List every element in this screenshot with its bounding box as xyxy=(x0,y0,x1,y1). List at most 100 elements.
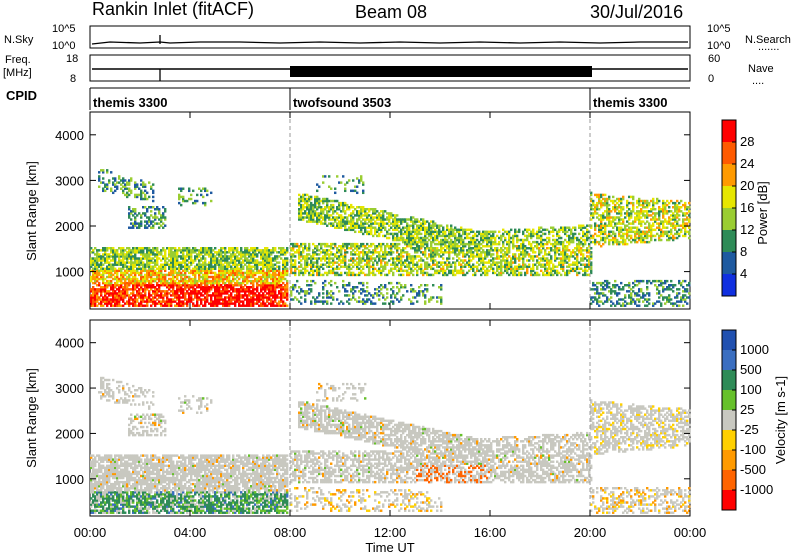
freq-alternating-band xyxy=(290,66,592,77)
heatmap-cell xyxy=(388,272,390,274)
heatmap-cell xyxy=(338,268,340,270)
heatmap-cell xyxy=(468,261,470,263)
heatmap-cell xyxy=(310,300,312,302)
heatmap-cell xyxy=(506,257,508,259)
heatmap-cell xyxy=(118,300,120,302)
heatmap-cell xyxy=(402,294,404,296)
heatmap-cell xyxy=(110,171,112,173)
heatmap-cell xyxy=(326,300,328,302)
heatmap-cell xyxy=(262,268,264,270)
heatmap-cell xyxy=(304,243,306,245)
heatmap-cell xyxy=(306,280,308,282)
heatmap-cell xyxy=(354,298,356,300)
freq-label-2: [MHz] xyxy=(3,67,32,79)
heatmap-cell xyxy=(380,288,382,290)
heatmap-cell xyxy=(330,284,332,286)
heatmap-cell xyxy=(192,190,194,192)
heatmap-cell xyxy=(452,257,454,259)
heatmap-cell xyxy=(368,261,370,263)
heatmap-cell xyxy=(200,190,202,192)
heatmap-cell xyxy=(534,251,536,253)
heatmap-cell xyxy=(386,296,388,298)
heatmap-cell xyxy=(406,251,408,253)
heatmap-cell xyxy=(410,284,412,286)
heatmap-cell xyxy=(532,268,534,270)
heatmap-cell xyxy=(384,284,386,286)
heatmap-cell xyxy=(414,257,416,259)
heatmap-cell xyxy=(532,229,534,231)
heatmap-cell xyxy=(484,257,486,259)
heatmap-cell xyxy=(110,280,112,282)
heatmap-cell xyxy=(332,204,334,206)
heatmap-cell xyxy=(204,261,206,263)
heatmap-cell xyxy=(332,206,334,208)
heatmap-cell xyxy=(484,266,486,268)
heatmap-cell xyxy=(374,208,376,210)
heatmap-cell xyxy=(234,305,236,307)
heatmap-cell xyxy=(198,188,200,190)
heatmap-cell xyxy=(408,264,410,266)
heatmap-cell xyxy=(510,264,512,266)
heatmap-cell xyxy=(98,282,100,284)
heatmap-cell xyxy=(382,243,384,245)
heatmap-cell xyxy=(444,261,446,263)
heatmap-cell xyxy=(116,272,118,274)
heatmap-cell xyxy=(158,208,160,210)
heatmap-cell xyxy=(526,251,528,253)
heatmap-cell xyxy=(412,261,414,263)
heatmap-cell xyxy=(400,296,402,298)
heatmap-cell xyxy=(548,264,550,266)
heatmap-cell xyxy=(296,298,298,300)
heatmap-cell xyxy=(432,296,434,298)
heatmap-cell xyxy=(436,300,438,302)
heatmap-cell xyxy=(432,284,434,286)
heatmap-cell xyxy=(96,305,98,307)
heatmap-cell xyxy=(488,261,490,263)
heatmap-cell xyxy=(256,288,258,290)
freq-panel: Freq. [MHz] Nave .... 18 8 60 0 xyxy=(3,53,774,87)
heatmap-cell xyxy=(504,237,506,239)
heatmap-cell xyxy=(182,196,184,198)
heatmap-cell xyxy=(442,227,444,229)
heatmap-cell xyxy=(270,261,272,263)
heatmap-cell xyxy=(502,233,504,235)
heatmap-cell xyxy=(372,243,374,245)
heatmap-cell xyxy=(184,272,186,274)
heatmap-cell xyxy=(362,282,364,284)
heatmap-cell xyxy=(276,257,278,259)
heatmap-cell xyxy=(224,247,226,249)
heatmap-cell xyxy=(544,233,546,235)
heatmap-cell xyxy=(492,233,494,235)
heatmap-cell xyxy=(198,305,200,307)
heatmap-cell xyxy=(380,261,382,263)
heatmap-cell xyxy=(458,261,460,263)
heatmap-cell xyxy=(344,210,346,212)
heatmap-cell xyxy=(540,270,542,272)
heatmap-cell xyxy=(298,286,300,288)
heatmap-cell xyxy=(424,249,426,251)
heatmap-cell xyxy=(128,188,130,190)
heatmap-cell xyxy=(352,210,354,212)
heatmap-cell xyxy=(330,290,332,292)
heatmap-cell xyxy=(372,261,374,263)
heatmap-cell xyxy=(240,247,242,249)
heatmap-cell xyxy=(166,261,168,263)
heatmap-cell xyxy=(368,210,370,212)
heatmap-cell xyxy=(122,247,124,249)
heatmap-cell xyxy=(520,272,522,274)
heatmap-cell xyxy=(542,245,544,247)
heatmap-cell xyxy=(304,210,306,212)
heatmap-cell xyxy=(236,247,238,249)
heatmap-cell xyxy=(402,274,404,276)
heatmap-cell xyxy=(164,276,166,278)
heatmap-cell xyxy=(516,241,518,243)
heatmap-cell xyxy=(284,253,286,255)
heatmap-cell xyxy=(454,227,456,229)
heatmap-cell xyxy=(458,253,460,255)
heatmap-cell xyxy=(508,255,510,257)
heatmap-cell xyxy=(312,216,314,218)
heatmap-cell xyxy=(342,175,344,177)
heatmap-cell xyxy=(204,257,206,259)
heatmap-cell xyxy=(184,261,186,263)
